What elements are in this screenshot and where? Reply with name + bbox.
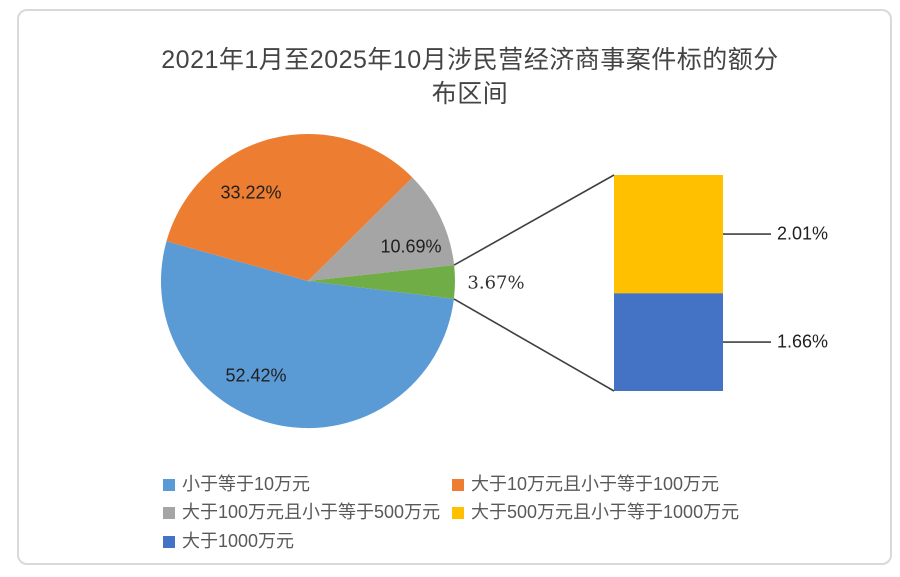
bar-segment-0: [614, 175, 723, 294]
legend-label: 大于500万元且小于等于1000万元: [471, 502, 740, 522]
pie-label-breakout: 3.67%: [467, 272, 525, 294]
legend-item-le-10w: 小于等于10万元: [163, 474, 310, 495]
legend-swatch-gray: [163, 506, 175, 519]
pie-slice-3: [308, 265, 455, 299]
legend-label: 大于10万元且小于等于100万元: [471, 474, 720, 494]
legend-label: 大于1000万元: [182, 531, 295, 551]
chart-title: 2021年1月至2025年10月涉民营经济商事案件标的额分 布区间: [40, 43, 900, 111]
connector-line-top: [453, 174, 615, 266]
pie-slice-0: [160, 241, 454, 429]
legend-label: 大于100万元且小于等于500万元: [182, 502, 441, 522]
legend-swatch-orange: [452, 478, 464, 491]
pie-label-orange: 33.22%: [220, 182, 282, 203]
chart-title-line2: 布区间: [431, 80, 509, 108]
legend-item-10w-100w: 大于10万元且小于等于100万元: [452, 474, 719, 495]
legend-label: 小于等于10万元: [182, 474, 311, 494]
legend-swatch-blue: [163, 478, 175, 491]
pie-slice-2: [308, 177, 455, 281]
bar-label-darkblue: 1.66%: [777, 331, 829, 352]
legend-item-gt-1000w: 大于1000万元: [163, 531, 294, 552]
bar-segment-1: [614, 293, 723, 391]
bar-label-yellow: 2.01%: [777, 223, 829, 244]
legend-item-500w-1000w: 大于500万元且小于等于1000万元: [452, 502, 739, 523]
pie-label-gray: 10.69%: [380, 236, 442, 257]
pie-slice-1: [166, 133, 413, 281]
legend-swatch-yellow: [452, 506, 464, 519]
legend-item-100w-500w: 大于100万元且小于等于500万元: [163, 502, 440, 523]
legend-swatch-darkblue: [163, 535, 175, 548]
chart-title-line1: 2021年1月至2025年10月涉民营经济商事案件标的额分: [161, 46, 779, 74]
pie-label-blue: 52.42%: [225, 365, 287, 386]
connector-line-bottom: [453, 298, 615, 392]
